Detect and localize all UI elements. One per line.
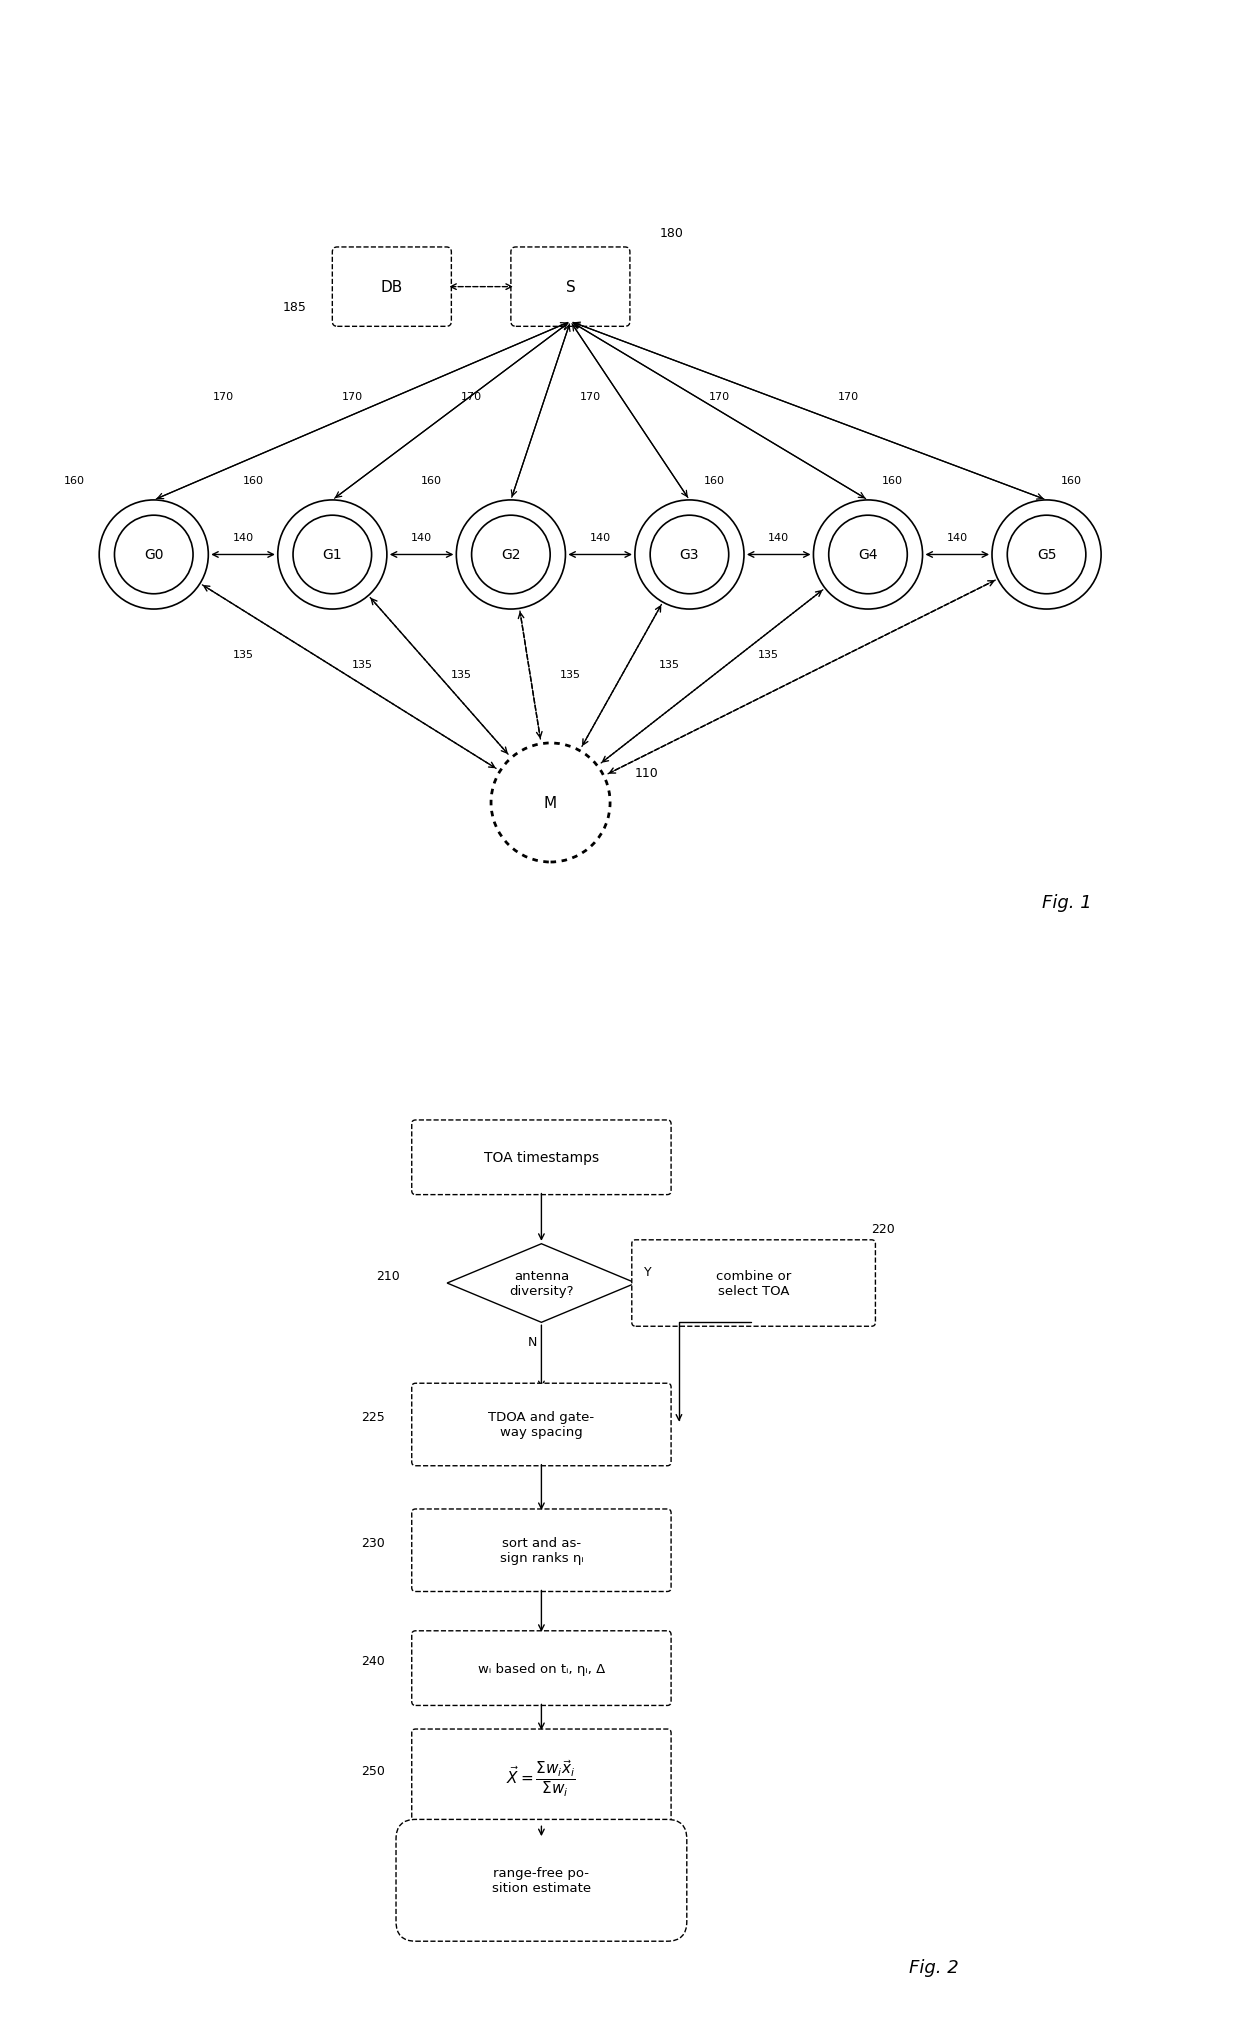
FancyBboxPatch shape bbox=[332, 249, 451, 326]
FancyBboxPatch shape bbox=[412, 1729, 671, 1827]
Text: 170: 170 bbox=[212, 391, 234, 402]
Text: 160: 160 bbox=[243, 475, 263, 485]
Circle shape bbox=[97, 500, 211, 612]
Text: G1: G1 bbox=[322, 548, 342, 563]
Circle shape bbox=[491, 744, 610, 862]
Text: 210: 210 bbox=[377, 1268, 401, 1283]
Text: 160: 160 bbox=[1061, 475, 1081, 485]
Text: 140: 140 bbox=[946, 532, 968, 542]
FancyBboxPatch shape bbox=[396, 1819, 687, 1941]
Text: 250: 250 bbox=[361, 1764, 384, 1776]
Text: sort and as-
sign ranks ηᵢ: sort and as- sign ranks ηᵢ bbox=[500, 1537, 583, 1564]
Text: 160: 160 bbox=[422, 475, 441, 485]
Text: 240: 240 bbox=[361, 1654, 384, 1668]
Text: 135: 135 bbox=[660, 659, 680, 669]
Text: wᵢ based on tᵢ, ηᵢ, Δ: wᵢ based on tᵢ, ηᵢ, Δ bbox=[477, 1662, 605, 1674]
Polygon shape bbox=[448, 1244, 636, 1323]
Text: 160: 160 bbox=[883, 475, 903, 485]
Text: TDOA and gate-
way spacing: TDOA and gate- way spacing bbox=[489, 1411, 594, 1440]
Text: 230: 230 bbox=[361, 1535, 384, 1550]
Text: 135: 135 bbox=[560, 669, 580, 679]
Text: 135: 135 bbox=[451, 669, 471, 679]
Text: range-free po-
sition estimate: range-free po- sition estimate bbox=[492, 1866, 591, 1894]
FancyBboxPatch shape bbox=[511, 249, 630, 326]
Text: G5: G5 bbox=[1037, 548, 1056, 563]
Text: G4: G4 bbox=[858, 548, 878, 563]
Text: 170: 170 bbox=[460, 391, 482, 402]
FancyBboxPatch shape bbox=[412, 1631, 671, 1705]
Text: G3: G3 bbox=[680, 548, 699, 563]
Circle shape bbox=[990, 500, 1104, 612]
Text: combine or
select TOA: combine or select TOA bbox=[715, 1270, 791, 1297]
Circle shape bbox=[632, 500, 746, 612]
Text: 160: 160 bbox=[64, 475, 84, 485]
Text: 110: 110 bbox=[635, 767, 658, 779]
Text: Fig. 1: Fig. 1 bbox=[1042, 893, 1091, 911]
Text: 135: 135 bbox=[759, 648, 779, 659]
Text: 140: 140 bbox=[589, 532, 611, 542]
Circle shape bbox=[275, 500, 389, 612]
Text: Fig. 2: Fig. 2 bbox=[909, 1957, 960, 1976]
Text: 160: 160 bbox=[704, 475, 724, 485]
Text: 170: 170 bbox=[837, 391, 859, 402]
Text: 135: 135 bbox=[352, 659, 372, 669]
Circle shape bbox=[811, 500, 925, 612]
Text: N: N bbox=[527, 1336, 537, 1350]
Text: TOA timestamps: TOA timestamps bbox=[484, 1150, 599, 1164]
Text: 170: 170 bbox=[579, 391, 601, 402]
Circle shape bbox=[454, 500, 568, 612]
FancyBboxPatch shape bbox=[632, 1240, 875, 1327]
Text: DB: DB bbox=[381, 279, 403, 296]
Text: 180: 180 bbox=[660, 226, 683, 239]
Text: $\vec{X} = \dfrac{\Sigma w_i\vec{x}_i}{\Sigma w_i}$: $\vec{X} = \dfrac{\Sigma w_i\vec{x}_i}{\… bbox=[506, 1758, 577, 1798]
Text: 185: 185 bbox=[283, 302, 306, 314]
Text: 140: 140 bbox=[410, 532, 433, 542]
FancyBboxPatch shape bbox=[412, 1384, 671, 1466]
Text: 140: 140 bbox=[768, 532, 790, 542]
Text: antenna
diversity?: antenna diversity? bbox=[510, 1270, 574, 1297]
Text: G2: G2 bbox=[501, 548, 521, 563]
Text: 170: 170 bbox=[708, 391, 730, 402]
Text: S: S bbox=[565, 279, 575, 296]
Text: 220: 220 bbox=[872, 1221, 895, 1236]
Text: Y: Y bbox=[644, 1264, 651, 1278]
Text: G0: G0 bbox=[144, 548, 164, 563]
FancyBboxPatch shape bbox=[412, 1509, 671, 1592]
Text: 140: 140 bbox=[232, 532, 254, 542]
FancyBboxPatch shape bbox=[412, 1119, 671, 1195]
Text: 135: 135 bbox=[233, 648, 253, 659]
Text: 170: 170 bbox=[341, 391, 363, 402]
Text: 225: 225 bbox=[361, 1411, 384, 1423]
Text: M: M bbox=[544, 795, 557, 812]
